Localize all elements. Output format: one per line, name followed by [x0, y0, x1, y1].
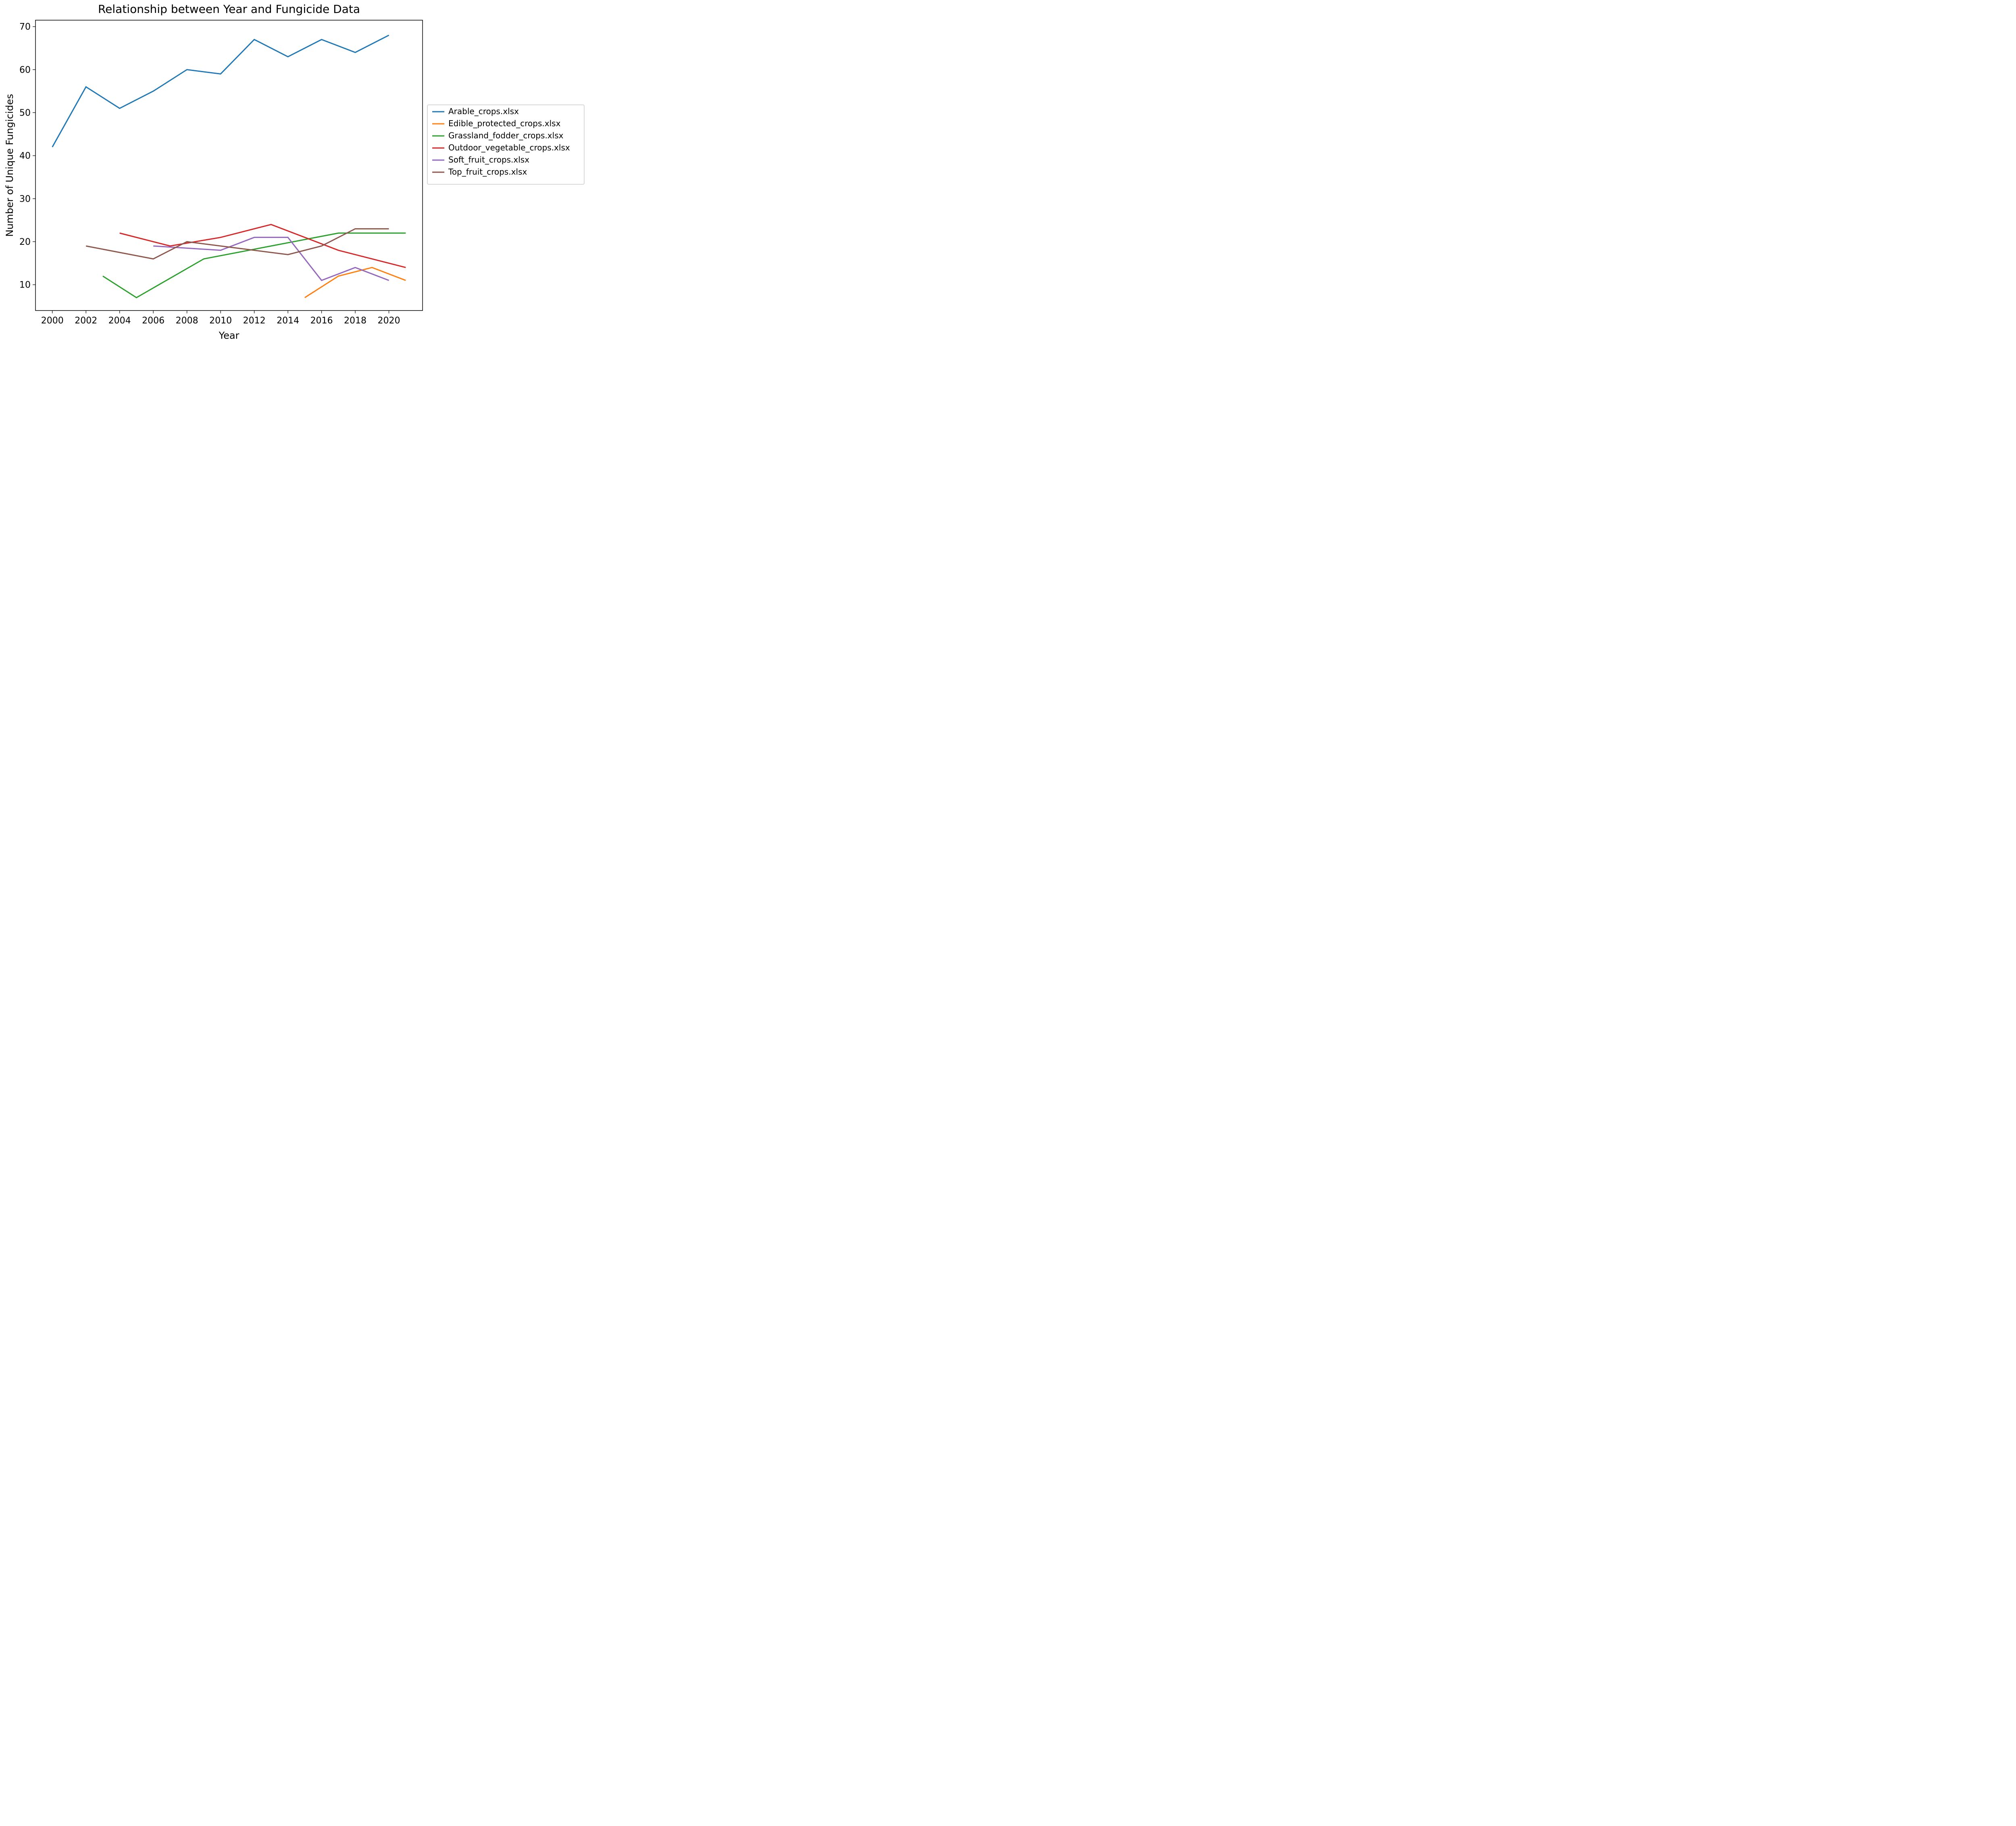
chart-title: Relationship between Year and Fungicide …	[98, 2, 360, 16]
x-tick-label: 2008	[176, 316, 198, 326]
chart-container: 2000200220042006200820102012201420162018…	[0, 0, 589, 340]
x-tick-label: 2014	[277, 316, 299, 326]
series-line-4	[153, 238, 389, 281]
y-tick-label: 10	[19, 280, 31, 290]
series-line-2	[103, 233, 406, 298]
x-tick-label: 2004	[108, 316, 131, 326]
legend: Arable_crops.xlsx Edible_protected_crops.…	[427, 105, 584, 184]
legend-label: Soft_fruit_crops.xlsx	[448, 155, 529, 165]
legend-label: Edible_protected_crops.xlsx	[448, 119, 560, 128]
plot-border	[35, 20, 423, 311]
y-tick-label: 50	[19, 108, 31, 118]
y-tick-label: 70	[19, 22, 31, 32]
x-tick-label: 2000	[41, 316, 64, 326]
x-tick-label: 2020	[378, 316, 400, 326]
x-tick-label: 2018	[344, 316, 367, 326]
legend-label: Top_fruit_crops.xlsx	[448, 167, 527, 177]
x-axis-label: Year	[219, 330, 240, 340]
y-tick-label: 60	[19, 65, 31, 75]
x-tick-label: 2006	[142, 316, 165, 326]
x-tick-label: 2012	[243, 316, 266, 326]
x-tick-label: 2016	[310, 316, 333, 326]
x-tick-label: 2010	[209, 316, 232, 326]
series-line-0	[52, 35, 389, 147]
y-axis-label: Number of Unique Fungicides	[4, 94, 15, 237]
line-chart: 2000200220042006200820102012201420162018…	[0, 0, 589, 340]
legend-label: Outdoor_vegetable_crops.xlsx	[448, 143, 570, 152]
legend-label: Grassland_fodder_crops.xlsx	[448, 131, 563, 140]
y-tick-label: 20	[19, 237, 31, 247]
y-tick-label: 30	[19, 194, 31, 204]
legend-label: Arable_crops.xlsx	[448, 106, 519, 116]
x-tick-label: 2002	[75, 316, 97, 326]
series-line-1	[305, 267, 406, 298]
y-tick-label: 40	[19, 151, 31, 161]
